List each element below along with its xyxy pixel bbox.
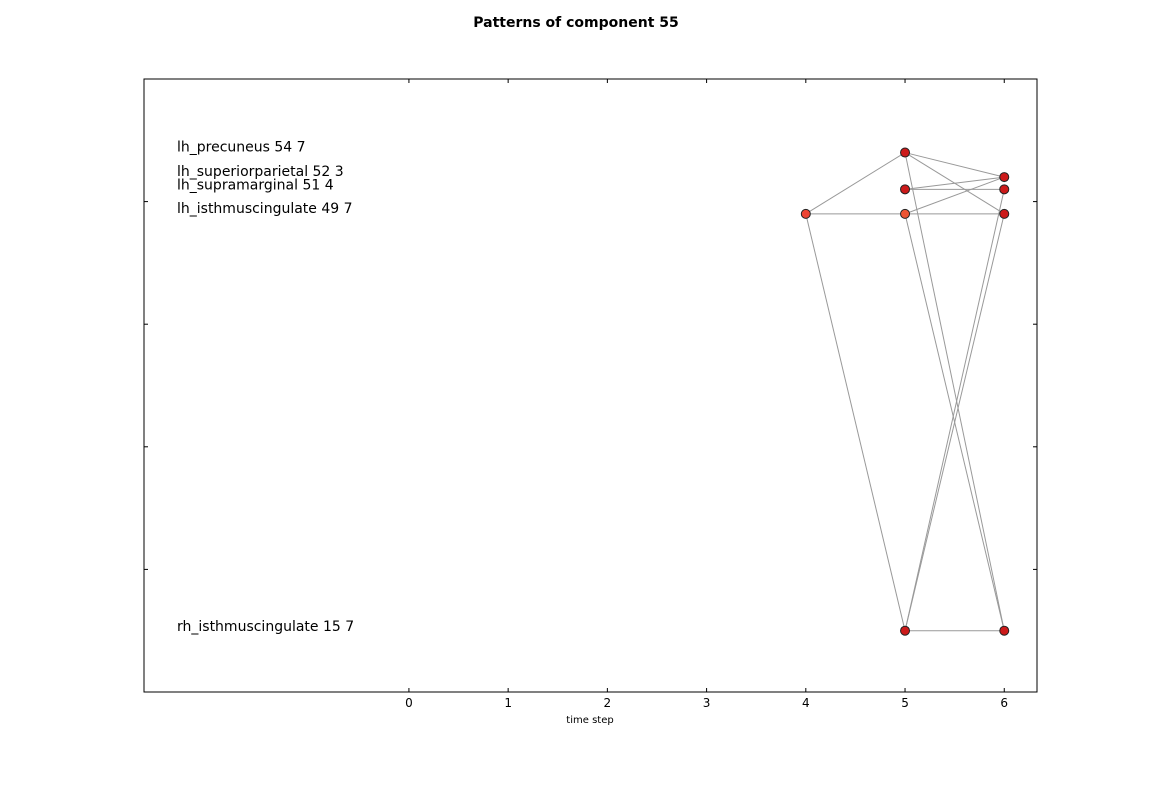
point-p5-rh-isthmus [900, 625, 911, 636]
point-p5-supramarginal [900, 184, 911, 195]
x-tick-label-6: 6 [1000, 696, 1008, 710]
edge-2 [805, 213, 906, 631]
x-tick-label-5: 5 [901, 696, 909, 710]
edge-13 [904, 189, 1005, 631]
edges-layer [805, 152, 1005, 632]
edge-12 [904, 213, 1005, 631]
point-p6-supramarginal [999, 184, 1010, 195]
x-tick-label-0: 0 [405, 696, 413, 710]
region-labels: lh_precuneus 54 7 lh_superiorparietal 52 … [177, 140, 354, 635]
region-label-3: lh_isthmuscingulate 49 7 [177, 201, 353, 217]
point-p6-isthmus [999, 208, 1010, 219]
edge-6 [904, 176, 1005, 190]
x-tick-label-1: 1 [504, 696, 512, 710]
x-tick-label-2: 2 [604, 696, 612, 710]
x-axis-ticks: 0 1 2 3 4 5 6 [405, 79, 1008, 710]
y-axis-ticks [144, 201, 1037, 570]
point-p5-isthmus [900, 208, 911, 219]
edge-8 [904, 176, 1005, 215]
plot-frame [143, 78, 1038, 693]
chart-title: Patterns of component 55 [473, 15, 679, 31]
x-tick-label-3: 3 [703, 696, 711, 710]
region-label-0: lh_precuneus 54 7 [177, 140, 306, 156]
region-label-2: lh_supramarginal 51 4 [177, 178, 334, 194]
edge-3 [904, 152, 1005, 178]
x-tick-label-4: 4 [802, 696, 810, 710]
point-p5-precuneus [900, 147, 911, 158]
x-axis-label: time step [566, 715, 613, 726]
point-p6-rh-isthmus [999, 625, 1010, 636]
point-p6-superiorparietal [999, 172, 1010, 183]
point-p4-isthmus [800, 208, 811, 219]
edge-5 [904, 152, 1005, 631]
region-label-1: lh_superiorparietal 52 3 [177, 164, 344, 180]
points-layer [800, 147, 1010, 636]
region-label-4: rh_isthmuscingulate 15 7 [177, 619, 354, 635]
edge-0 [805, 152, 906, 215]
